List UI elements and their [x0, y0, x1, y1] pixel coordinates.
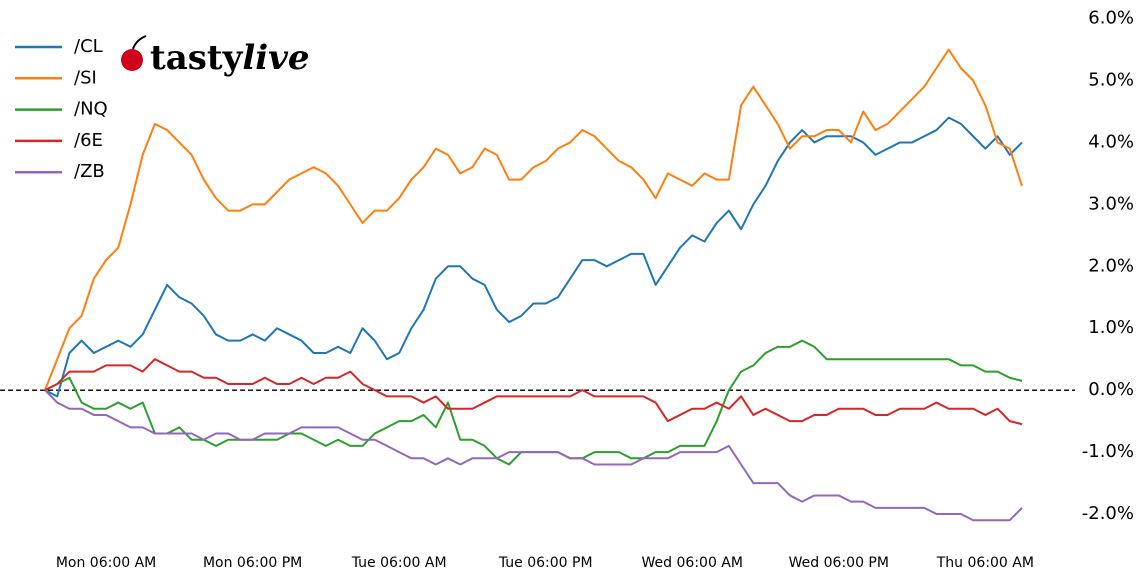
y-tick-label: -2.0% — [1082, 503, 1134, 524]
series-line — [44, 116, 1023, 398]
y-tick-label: 2.0% — [1088, 255, 1134, 276]
y-tick-label: 1.0% — [1088, 317, 1134, 338]
series-line — [44, 358, 1023, 426]
legend-label: /6E — [74, 130, 103, 151]
logo: tastylive — [121, 35, 310, 78]
logo-live: live — [242, 38, 309, 78]
y-tick-label: 6.0% — [1088, 8, 1134, 29]
legend-label: /NQ — [74, 99, 108, 120]
series-line — [44, 48, 1023, 391]
series-line — [44, 339, 1023, 466]
x-tick-label: Wed 06:00 AM — [642, 555, 743, 571]
x-tick-label: Tue 06:00 PM — [498, 555, 593, 571]
x-tick-label: Wed 06:00 PM — [789, 555, 889, 571]
legend-label: /CL — [74, 36, 103, 57]
y-tick-label: -1.0% — [1082, 441, 1134, 462]
x-tick-label: Mon 06:00 AM — [56, 555, 156, 571]
logo-text: tastylive — [150, 38, 310, 78]
legend-label: /SI — [74, 67, 97, 88]
logo-tasty: tasty — [150, 38, 244, 78]
legend-label: /ZB — [74, 161, 105, 182]
x-tick-label: Thu 06:00 AM — [936, 555, 1034, 571]
x-tick-label: Mon 06:00 PM — [203, 555, 302, 571]
y-tick-label: 0.0% — [1088, 379, 1134, 400]
series-line — [44, 389, 1023, 522]
y-tick-label: 5.0% — [1088, 70, 1134, 91]
y-tick-label: 3.0% — [1088, 193, 1134, 214]
x-tick-label: Tue 06:00 AM — [351, 555, 447, 571]
logo-stem — [132, 35, 147, 50]
logo-cherry — [121, 49, 143, 71]
y-tick-label: 4.0% — [1088, 131, 1134, 152]
